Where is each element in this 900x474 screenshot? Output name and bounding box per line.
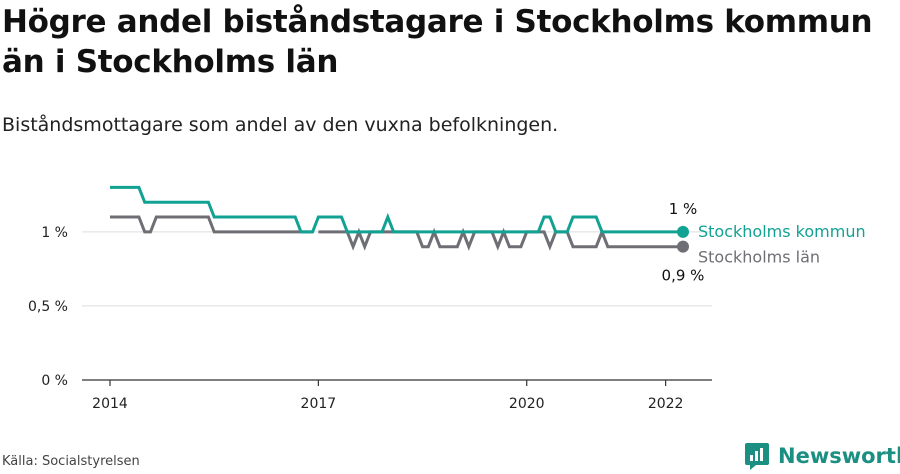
x-tick-label: 2020 <box>509 396 545 412</box>
y-tick-label: 0 % <box>41 373 68 389</box>
series-label-stockholms-lan: Stockholms län <box>698 248 820 267</box>
series-label-stockholms-kommun: Stockholms kommun <box>698 222 866 241</box>
x-tick-label: 2014 <box>92 396 128 412</box>
value-label-stockholms-kommun: 1 % <box>669 200 698 218</box>
x-tick-label: 2017 <box>301 396 337 412</box>
x-tick-label: 2022 <box>648 396 684 412</box>
y-tick-label: 0,5 % <box>28 299 68 315</box>
newsworthy-logo-icon <box>745 443 769 470</box>
series-line-stockholms-kommun <box>110 185 683 234</box>
value-label-stockholms-lan: 0,9 % <box>662 267 705 285</box>
brand-logo: Newsworthy <box>744 440 900 472</box>
endpoint-stockholms-lan <box>677 240 689 253</box>
y-tick-label: 1 % <box>41 225 68 241</box>
endpoint-stockholms-kommun <box>677 225 689 238</box>
chart-subtitle: Biståndsmottagare som andel av den vuxna… <box>2 114 559 136</box>
brand-name: Newsworthy <box>778 444 900 468</box>
chart-title: Högre andel biståndstagare i Stockholms … <box>2 4 873 80</box>
source-note: Källa: Socialstyrelsen <box>2 454 140 469</box>
